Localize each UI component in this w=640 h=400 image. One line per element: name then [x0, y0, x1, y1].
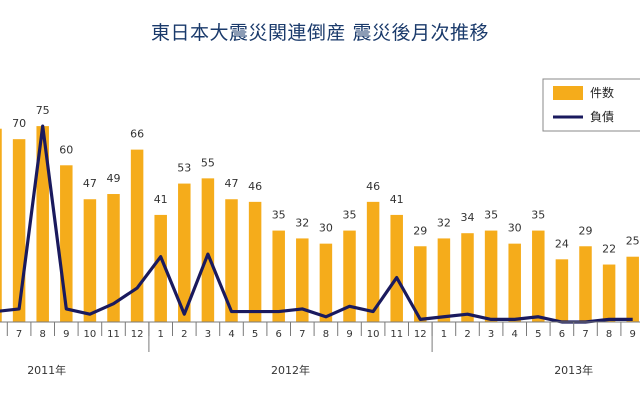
- month-label-25: 7: [582, 329, 588, 340]
- bar-label-19: 32: [437, 216, 451, 229]
- bar-18: [414, 246, 427, 322]
- legend-label-1: 負債: [590, 109, 614, 124]
- month-label-27: 9: [630, 329, 636, 340]
- month-label-19: 1: [441, 329, 447, 340]
- month-label-14: 8: [323, 329, 329, 340]
- month-label-1: 7: [16, 329, 22, 340]
- bar-8: [178, 183, 191, 322]
- bar-1: [12, 139, 26, 322]
- bar-7: [154, 214, 167, 322]
- month-label-21: 3: [488, 329, 494, 340]
- month-label-5: 11: [107, 329, 120, 340]
- month-label-26: 8: [606, 329, 612, 340]
- bar-label-20: 34: [461, 211, 475, 224]
- bar-label-21: 35: [484, 209, 498, 222]
- bar-20: [461, 233, 474, 322]
- month-label-9: 3: [205, 329, 211, 340]
- bar-label-24: 24: [555, 237, 569, 250]
- bar-label-13: 32: [295, 216, 309, 229]
- bar-21: [484, 230, 498, 322]
- bar-16: [366, 201, 380, 322]
- bar-label-4: 47: [83, 177, 97, 190]
- bar-label-14: 30: [319, 222, 333, 235]
- bar-label-11: 46: [248, 180, 262, 193]
- bar-15: [343, 230, 356, 322]
- bar-4: [83, 199, 97, 322]
- month-label-11: 5: [252, 329, 258, 340]
- month-label-7: 1: [158, 329, 164, 340]
- bar-11: [248, 201, 262, 322]
- bar-2: [36, 126, 49, 322]
- liability-line: [0, 124, 633, 324]
- month-label-24: 6: [559, 329, 565, 340]
- bar-24: [555, 259, 569, 322]
- bar-label-5: 49: [107, 172, 121, 185]
- bar-22: [508, 243, 521, 322]
- month-label-16: 10: [367, 329, 380, 340]
- bar-10: [225, 199, 238, 322]
- month-label-4: 10: [84, 329, 97, 340]
- bar-label-10: 47: [225, 177, 239, 190]
- bar-label-15: 35: [343, 209, 357, 222]
- bar-label-23: 35: [531, 209, 545, 222]
- month-label-2: 8: [40, 329, 46, 340]
- month-label-15: 9: [346, 329, 352, 340]
- month-label-18: 12: [414, 329, 427, 340]
- bar-23: [532, 230, 545, 322]
- bar-label-1: 70: [12, 117, 26, 130]
- bar-25: [579, 246, 592, 322]
- month-label-12: 6: [276, 329, 282, 340]
- bar-26: [602, 264, 616, 322]
- bar-label-6: 66: [130, 128, 144, 141]
- bar-17: [390, 214, 403, 322]
- bar-0: [0, 128, 2, 322]
- bar-27: [626, 256, 639, 322]
- bar-label-8: 53: [177, 162, 191, 175]
- year-label-0: 2011年: [27, 363, 66, 377]
- bar-12: [272, 230, 285, 322]
- month-label-22: 4: [512, 329, 518, 340]
- month-label-13: 7: [299, 329, 305, 340]
- bar-13: [296, 238, 309, 322]
- legend-label-0: 件数: [590, 85, 614, 100]
- bar-label-9: 55: [201, 156, 215, 169]
- month-label-3: 9: [63, 329, 69, 340]
- legend-bar-swatch: [553, 86, 583, 100]
- bar-label-3: 60: [59, 143, 73, 156]
- bar-label-27: 25: [626, 235, 640, 248]
- bar-label-22: 30: [508, 222, 522, 235]
- bar-label-18: 29: [413, 224, 427, 237]
- bar-14: [319, 243, 333, 322]
- bar-9: [201, 178, 215, 322]
- month-label-6: 12: [131, 329, 144, 340]
- month-label-20: 2: [464, 329, 470, 340]
- bar-label-26: 22: [602, 243, 616, 256]
- bar-6: [130, 149, 144, 322]
- bar-5: [107, 194, 120, 322]
- bar-label-17: 41: [390, 193, 404, 206]
- month-label-8: 2: [181, 329, 187, 340]
- year-label-2: 2013年: [554, 363, 593, 377]
- year-label-1: 2012年: [271, 363, 310, 377]
- bar-label-12: 35: [272, 209, 286, 222]
- bar-label-7: 41: [154, 193, 168, 206]
- bar-label-25: 29: [579, 224, 593, 237]
- month-label-10: 4: [228, 329, 234, 340]
- month-label-17: 11: [390, 329, 403, 340]
- bar-label-16: 46: [366, 180, 380, 193]
- bar-19: [437, 238, 451, 322]
- month-label-23: 5: [535, 329, 541, 340]
- chart-title: 東日本大震災関連倒産 震災後月次推移: [150, 22, 490, 44]
- bar-label-2: 75: [36, 104, 50, 117]
